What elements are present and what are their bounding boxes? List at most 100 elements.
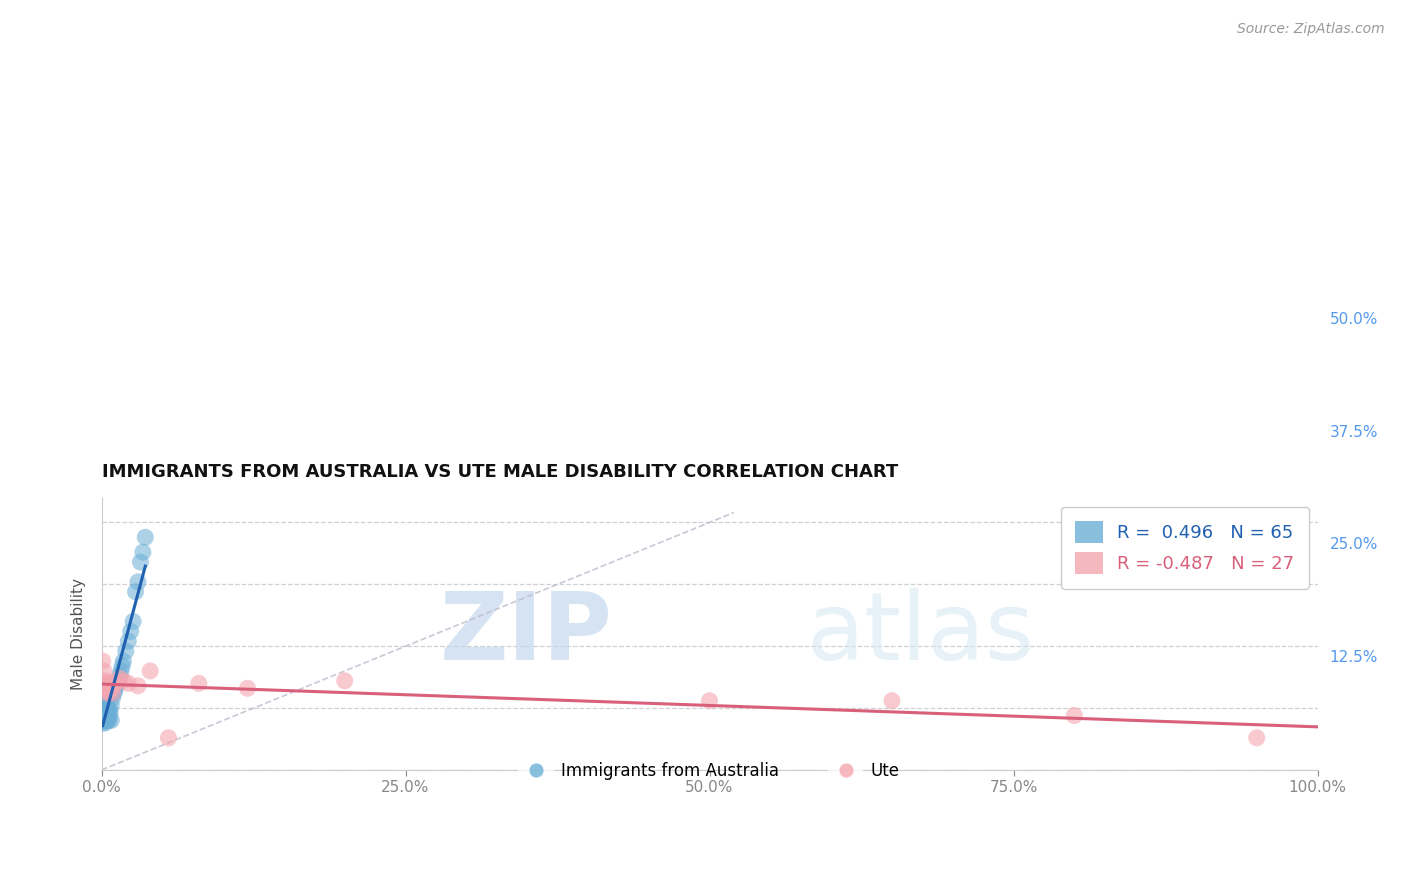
Point bbox=[122, 615, 145, 629]
Point bbox=[93, 664, 115, 678]
Point bbox=[97, 714, 120, 728]
Point bbox=[96, 704, 118, 718]
Point bbox=[134, 530, 156, 544]
Point bbox=[112, 654, 135, 668]
Text: IMMIGRANTS FROM AUSTRALIA VS UTE MALE DISABILITY CORRELATION CHART: IMMIGRANTS FROM AUSTRALIA VS UTE MALE DI… bbox=[101, 463, 898, 481]
Point bbox=[699, 694, 721, 708]
Point bbox=[94, 706, 117, 720]
Point bbox=[115, 644, 138, 658]
Point bbox=[93, 714, 115, 728]
Point bbox=[93, 698, 115, 713]
Point bbox=[97, 704, 120, 718]
Point bbox=[93, 714, 115, 728]
Text: 12.5%: 12.5% bbox=[1330, 650, 1378, 665]
Point bbox=[105, 676, 128, 690]
Point bbox=[110, 664, 132, 678]
Point bbox=[94, 673, 117, 688]
Point bbox=[96, 676, 118, 690]
Point bbox=[236, 681, 259, 696]
Point bbox=[93, 708, 115, 723]
Point bbox=[108, 669, 131, 683]
Point bbox=[94, 708, 117, 723]
Point bbox=[98, 708, 121, 723]
Point bbox=[91, 714, 114, 728]
Point bbox=[97, 686, 120, 700]
Point bbox=[333, 673, 356, 688]
Point bbox=[97, 714, 120, 728]
Point bbox=[120, 624, 142, 639]
Point bbox=[97, 694, 120, 708]
Text: 25.0%: 25.0% bbox=[1330, 538, 1378, 552]
Point bbox=[98, 683, 121, 698]
Point bbox=[91, 704, 114, 718]
Point bbox=[129, 555, 152, 569]
Point bbox=[100, 698, 122, 713]
Point bbox=[94, 714, 117, 728]
Point bbox=[127, 679, 149, 693]
Text: atlas: atlas bbox=[807, 588, 1035, 680]
Point bbox=[132, 545, 155, 559]
Point bbox=[96, 714, 118, 728]
Point bbox=[96, 708, 118, 723]
Point bbox=[107, 673, 129, 688]
Point bbox=[96, 711, 118, 725]
Point bbox=[93, 704, 115, 718]
Point bbox=[1246, 731, 1268, 745]
Point bbox=[96, 681, 118, 696]
Point bbox=[1063, 708, 1085, 723]
Point bbox=[97, 689, 120, 703]
Point bbox=[93, 704, 115, 718]
Point bbox=[127, 574, 149, 589]
Text: 37.5%: 37.5% bbox=[1330, 425, 1378, 440]
Point bbox=[97, 676, 120, 690]
Point bbox=[880, 694, 903, 708]
Point bbox=[100, 714, 122, 728]
Point bbox=[91, 654, 114, 668]
Point bbox=[97, 704, 120, 718]
Point bbox=[98, 704, 121, 718]
Point bbox=[91, 698, 114, 713]
Point bbox=[105, 673, 128, 688]
Point bbox=[117, 634, 139, 648]
Point bbox=[94, 715, 117, 730]
Point bbox=[91, 706, 114, 720]
Point bbox=[94, 711, 117, 725]
Point bbox=[91, 704, 114, 718]
Point bbox=[111, 659, 134, 673]
Point bbox=[103, 679, 125, 693]
Y-axis label: Male Disability: Male Disability bbox=[72, 578, 86, 690]
Point bbox=[96, 698, 118, 713]
Point bbox=[91, 708, 114, 723]
Point bbox=[94, 714, 117, 728]
Point bbox=[105, 679, 128, 693]
Text: 50.0%: 50.0% bbox=[1330, 312, 1378, 327]
Point bbox=[91, 715, 114, 730]
Point bbox=[101, 691, 124, 706]
Point bbox=[100, 681, 122, 696]
Point bbox=[101, 686, 124, 700]
Point bbox=[112, 673, 135, 688]
Point bbox=[97, 708, 120, 723]
Point bbox=[97, 679, 120, 693]
Text: Source: ZipAtlas.com: Source: ZipAtlas.com bbox=[1237, 22, 1385, 37]
Point bbox=[139, 664, 162, 678]
Point bbox=[104, 683, 127, 698]
Point bbox=[94, 683, 117, 698]
Point bbox=[124, 584, 146, 599]
Legend: Immigrants from Australia, Ute: Immigrants from Australia, Ute bbox=[513, 755, 907, 786]
Point bbox=[93, 711, 115, 725]
Point bbox=[93, 694, 115, 708]
Point bbox=[94, 694, 117, 708]
Point bbox=[96, 706, 118, 720]
Point bbox=[97, 711, 120, 725]
Point bbox=[103, 686, 125, 700]
Point bbox=[94, 704, 117, 718]
Point bbox=[108, 672, 131, 686]
Point bbox=[91, 708, 114, 723]
Point bbox=[117, 676, 139, 690]
Point bbox=[93, 706, 115, 720]
Point bbox=[187, 676, 209, 690]
Point bbox=[94, 698, 117, 713]
Text: ZIP: ZIP bbox=[439, 588, 612, 680]
Point bbox=[91, 714, 114, 728]
